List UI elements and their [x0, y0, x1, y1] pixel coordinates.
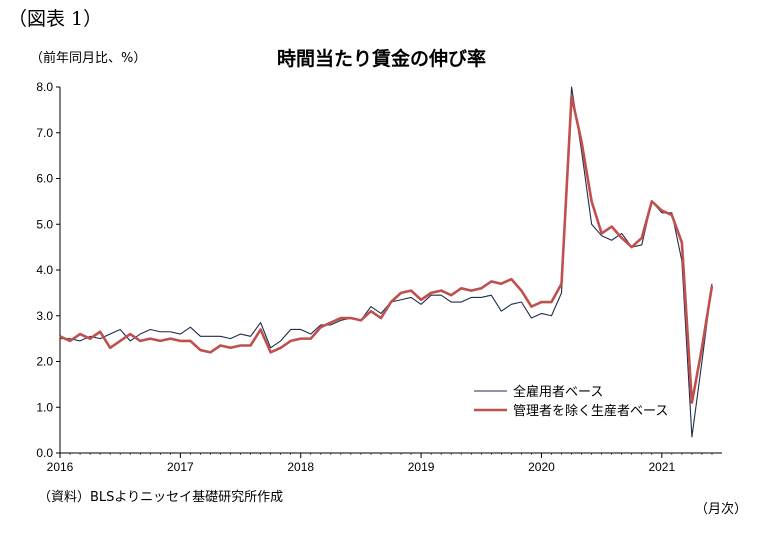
series-line-1: [60, 86, 713, 438]
figure-label: （図表 1）: [8, 8, 103, 30]
y-tick-label: 6.0: [36, 172, 53, 186]
y-tick-label: 4.0: [36, 263, 53, 277]
series-line-2: [59, 94, 714, 404]
y-tick-label: 1.0: [36, 400, 53, 414]
x-tick-label: 2017: [167, 460, 194, 474]
y-tick-label: 0.0: [36, 446, 53, 460]
source-note: （資料）BLSよりニッセイ基礎研究所作成: [38, 490, 284, 505]
chart-title: 時間当たり賃金の伸び率: [276, 48, 486, 70]
x-tick-label: 2020: [528, 460, 555, 474]
y-tick-label: 8.0: [36, 80, 53, 94]
x-axis-ticks: 2016 2017 2018 2019 2020 2021: [47, 453, 713, 474]
y-tick-label: 2.0: [36, 355, 53, 369]
x-tick-label: 2021: [648, 460, 675, 474]
legend-label-2: 管理者を除く生産者ベース: [513, 403, 668, 419]
legend-label-1: 全雇用者ベース: [513, 384, 603, 400]
y-axis-ticks: 0.0 1.0 2.0 3.0 4.0 5.0 6.0 7.0 8.0: [36, 80, 60, 460]
x-tick-label: 2019: [408, 460, 435, 474]
x-axis-unit-label: （月次）: [694, 502, 747, 517]
x-tick-label: 2018: [287, 460, 314, 474]
chart-series: [59, 86, 714, 438]
y-tick-label: 3.0: [36, 309, 53, 323]
chart-axes: [59, 87, 722, 454]
y-axis-unit-label: （前年同月比、%）: [30, 51, 147, 66]
x-tick-label: 2016: [47, 460, 74, 474]
y-tick-label: 7.0: [36, 126, 53, 140]
y-tick-label: 5.0: [36, 217, 53, 231]
